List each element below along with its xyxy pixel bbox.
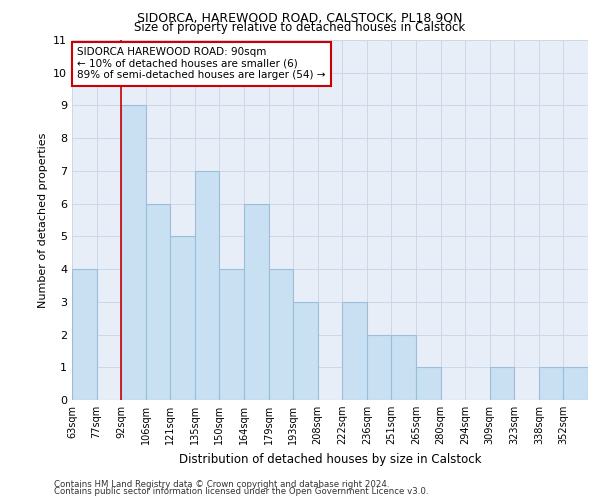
Bar <box>563 368 588 400</box>
Bar <box>391 334 416 400</box>
Bar <box>170 236 195 400</box>
Text: SIDORCA HAREWOOD ROAD: 90sqm
← 10% of detached houses are smaller (6)
89% of sem: SIDORCA HAREWOOD ROAD: 90sqm ← 10% of de… <box>77 47 326 80</box>
Bar <box>367 334 391 400</box>
Bar <box>416 368 440 400</box>
Text: Size of property relative to detached houses in Calstock: Size of property relative to detached ho… <box>134 22 466 35</box>
X-axis label: Distribution of detached houses by size in Calstock: Distribution of detached houses by size … <box>179 452 481 466</box>
Bar <box>269 269 293 400</box>
Bar <box>121 106 146 400</box>
Bar <box>146 204 170 400</box>
Text: SIDORCA, HAREWOOD ROAD, CALSTOCK, PL18 9QN: SIDORCA, HAREWOOD ROAD, CALSTOCK, PL18 9… <box>137 12 463 24</box>
Bar <box>195 171 220 400</box>
Bar <box>244 204 269 400</box>
Bar <box>539 368 563 400</box>
Bar <box>72 269 97 400</box>
Text: Contains public sector information licensed under the Open Government Licence v3: Contains public sector information licen… <box>54 487 428 496</box>
Bar <box>293 302 318 400</box>
Bar <box>342 302 367 400</box>
Bar <box>220 269 244 400</box>
Y-axis label: Number of detached properties: Number of detached properties <box>38 132 47 308</box>
Bar <box>490 368 514 400</box>
Text: Contains HM Land Registry data © Crown copyright and database right 2024.: Contains HM Land Registry data © Crown c… <box>54 480 389 489</box>
